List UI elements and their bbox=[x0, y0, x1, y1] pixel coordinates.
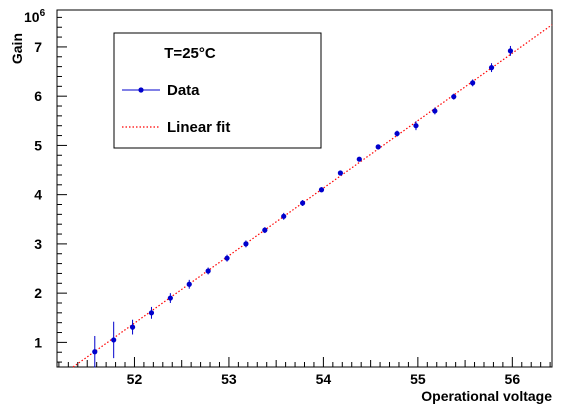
data-marker bbox=[432, 108, 438, 114]
data-point bbox=[507, 45, 514, 56]
y-tick-label: 6 bbox=[34, 88, 42, 104]
data-marker bbox=[92, 349, 98, 355]
legend-data-marker bbox=[138, 87, 144, 93]
data-marker bbox=[129, 324, 136, 330]
x-tick-label: 56 bbox=[505, 371, 521, 387]
data-marker bbox=[205, 268, 211, 274]
x-axis-title: Operational voltage bbox=[421, 388, 552, 404]
data-point bbox=[337, 170, 343, 176]
y-axis-title: Gain bbox=[9, 33, 25, 64]
legend-fit-label: Linear fit bbox=[167, 119, 230, 136]
y-tick-label: 5 bbox=[34, 137, 42, 153]
data-marker bbox=[318, 187, 325, 193]
data-point bbox=[111, 321, 117, 359]
data-marker bbox=[111, 337, 117, 343]
data-point bbox=[167, 293, 173, 303]
data-marker bbox=[356, 156, 362, 162]
data-point bbox=[375, 144, 381, 150]
data-marker bbox=[470, 80, 476, 86]
data-point bbox=[488, 63, 495, 73]
data-marker bbox=[488, 65, 495, 71]
data-marker bbox=[507, 48, 514, 54]
data-point bbox=[300, 200, 306, 206]
data-marker bbox=[224, 255, 230, 261]
data-point bbox=[356, 156, 362, 162]
legend-data-label: Data bbox=[167, 82, 200, 99]
data-point bbox=[281, 212, 287, 220]
y-tick-label: 3 bbox=[34, 236, 42, 252]
x-tick-label: 53 bbox=[221, 371, 237, 387]
x-tick-label: 55 bbox=[410, 371, 426, 387]
data-point bbox=[243, 240, 249, 248]
data-point bbox=[205, 267, 211, 275]
data-point bbox=[451, 93, 457, 100]
data-marker bbox=[413, 123, 419, 129]
y-tick-label: 7 bbox=[34, 39, 42, 55]
y-tick-label: 4 bbox=[34, 187, 42, 203]
y-tick-label: 2 bbox=[34, 285, 42, 301]
data-marker bbox=[243, 241, 249, 247]
data-point bbox=[394, 130, 400, 137]
data-point bbox=[432, 107, 438, 115]
legend-header: T=25°C bbox=[164, 45, 216, 62]
data-point bbox=[318, 187, 325, 193]
x-tick-label: 52 bbox=[127, 371, 143, 387]
data-marker bbox=[337, 170, 343, 176]
data-point bbox=[470, 79, 476, 87]
data-marker bbox=[300, 200, 306, 206]
data-marker bbox=[451, 94, 457, 100]
data-point bbox=[224, 254, 230, 262]
y-tick-label: 1 bbox=[34, 334, 42, 350]
data-marker bbox=[262, 227, 268, 233]
data-point bbox=[129, 319, 136, 335]
data-marker bbox=[281, 213, 287, 219]
data-point bbox=[148, 306, 155, 319]
data-point bbox=[186, 279, 192, 289]
data-marker bbox=[186, 281, 192, 287]
data-marker bbox=[167, 295, 173, 301]
data-point bbox=[262, 227, 268, 234]
x-tick-label: 54 bbox=[316, 371, 332, 387]
data-marker bbox=[148, 310, 155, 316]
data-marker bbox=[375, 144, 381, 150]
data-marker bbox=[394, 130, 400, 137]
y-multiplier-label: 106 bbox=[24, 8, 46, 25]
data-point bbox=[92, 335, 98, 368]
data-point bbox=[413, 121, 419, 131]
